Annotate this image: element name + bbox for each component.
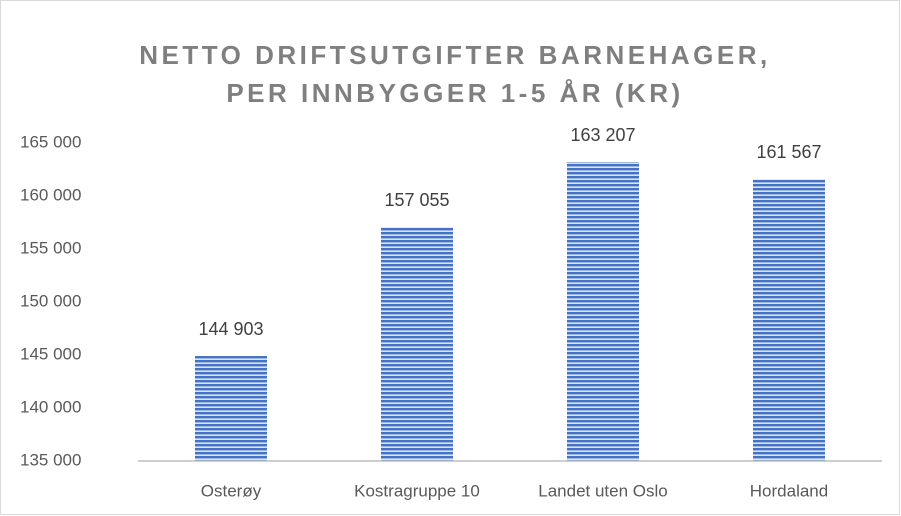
y-tick-label: 155 000 (20, 238, 81, 257)
data-label: 157 055 (384, 190, 449, 210)
x-tick-label: Kostragruppe 10 (354, 481, 480, 500)
y-tick-label: 145 000 (20, 344, 81, 363)
x-tick-label: Landet uten Oslo (538, 481, 667, 500)
chart-title: PER INNBYGGER 1-5 ÅR (KR) (226, 78, 683, 108)
data-label: 161 567 (756, 142, 821, 162)
y-tick-label: 140 000 (20, 397, 81, 416)
data-label: 144 903 (198, 319, 263, 339)
x-tick-label: Hordaland (750, 481, 828, 500)
bar (567, 162, 639, 461)
x-tick-label: Osterøy (201, 481, 262, 500)
data-label: 163 207 (570, 125, 635, 145)
bar (195, 356, 267, 461)
y-tick-label: 165 000 (20, 132, 81, 151)
y-tick-label: 160 000 (20, 185, 81, 204)
bar (753, 179, 825, 461)
y-tick-label: 135 000 (20, 450, 81, 469)
chart-title: NETTO DRIFTSUTGIFTER BARNEHAGER, (139, 40, 771, 70)
bar (381, 227, 453, 461)
y-tick-label: 150 000 (20, 291, 81, 310)
